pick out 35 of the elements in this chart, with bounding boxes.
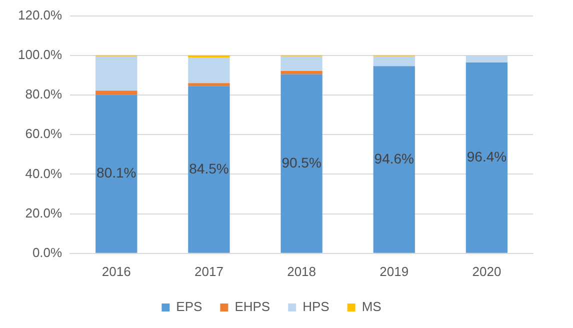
bar xyxy=(188,86,230,253)
bar xyxy=(466,55,508,63)
text: 84.5% xyxy=(189,160,229,176)
bar xyxy=(188,83,230,86)
y-tick-label: 120.0% xyxy=(18,7,63,22)
text: 80.1% xyxy=(96,164,136,181)
bar xyxy=(188,58,230,84)
x-tick-label: 2017 xyxy=(194,264,224,279)
y-tick-label: 0.0% xyxy=(32,244,63,260)
x-tick-label: 2019 xyxy=(380,264,409,279)
bar xyxy=(466,62,508,253)
bar xyxy=(373,66,415,253)
y-tick-label: 40.0% xyxy=(25,166,63,181)
x-tick-label: 2020 xyxy=(472,264,502,279)
bar xyxy=(373,56,415,66)
legend-label: HPS xyxy=(302,299,330,314)
text: 96.4% xyxy=(466,148,507,165)
bar xyxy=(280,71,322,74)
bar xyxy=(96,94,138,253)
y-tick-label: 60.0% xyxy=(25,126,63,142)
text: 90.5% xyxy=(282,154,322,170)
legend-label: EPS xyxy=(176,299,203,314)
legend-label: EHPS xyxy=(234,299,270,314)
bar xyxy=(96,56,138,91)
bar xyxy=(280,74,322,253)
bar xyxy=(96,90,138,95)
y-tick-label: 100.0% xyxy=(18,46,63,62)
y-tick-label: 20.0% xyxy=(25,205,63,220)
text: 94.6% xyxy=(374,150,414,166)
x-tick-label: 2018 xyxy=(287,264,316,279)
legend-label: MS xyxy=(362,299,382,314)
x-tick-label: 2016 xyxy=(102,264,131,279)
y-tick-label: 80.0% xyxy=(25,86,63,102)
bar xyxy=(280,56,322,72)
bar xyxy=(188,55,230,58)
